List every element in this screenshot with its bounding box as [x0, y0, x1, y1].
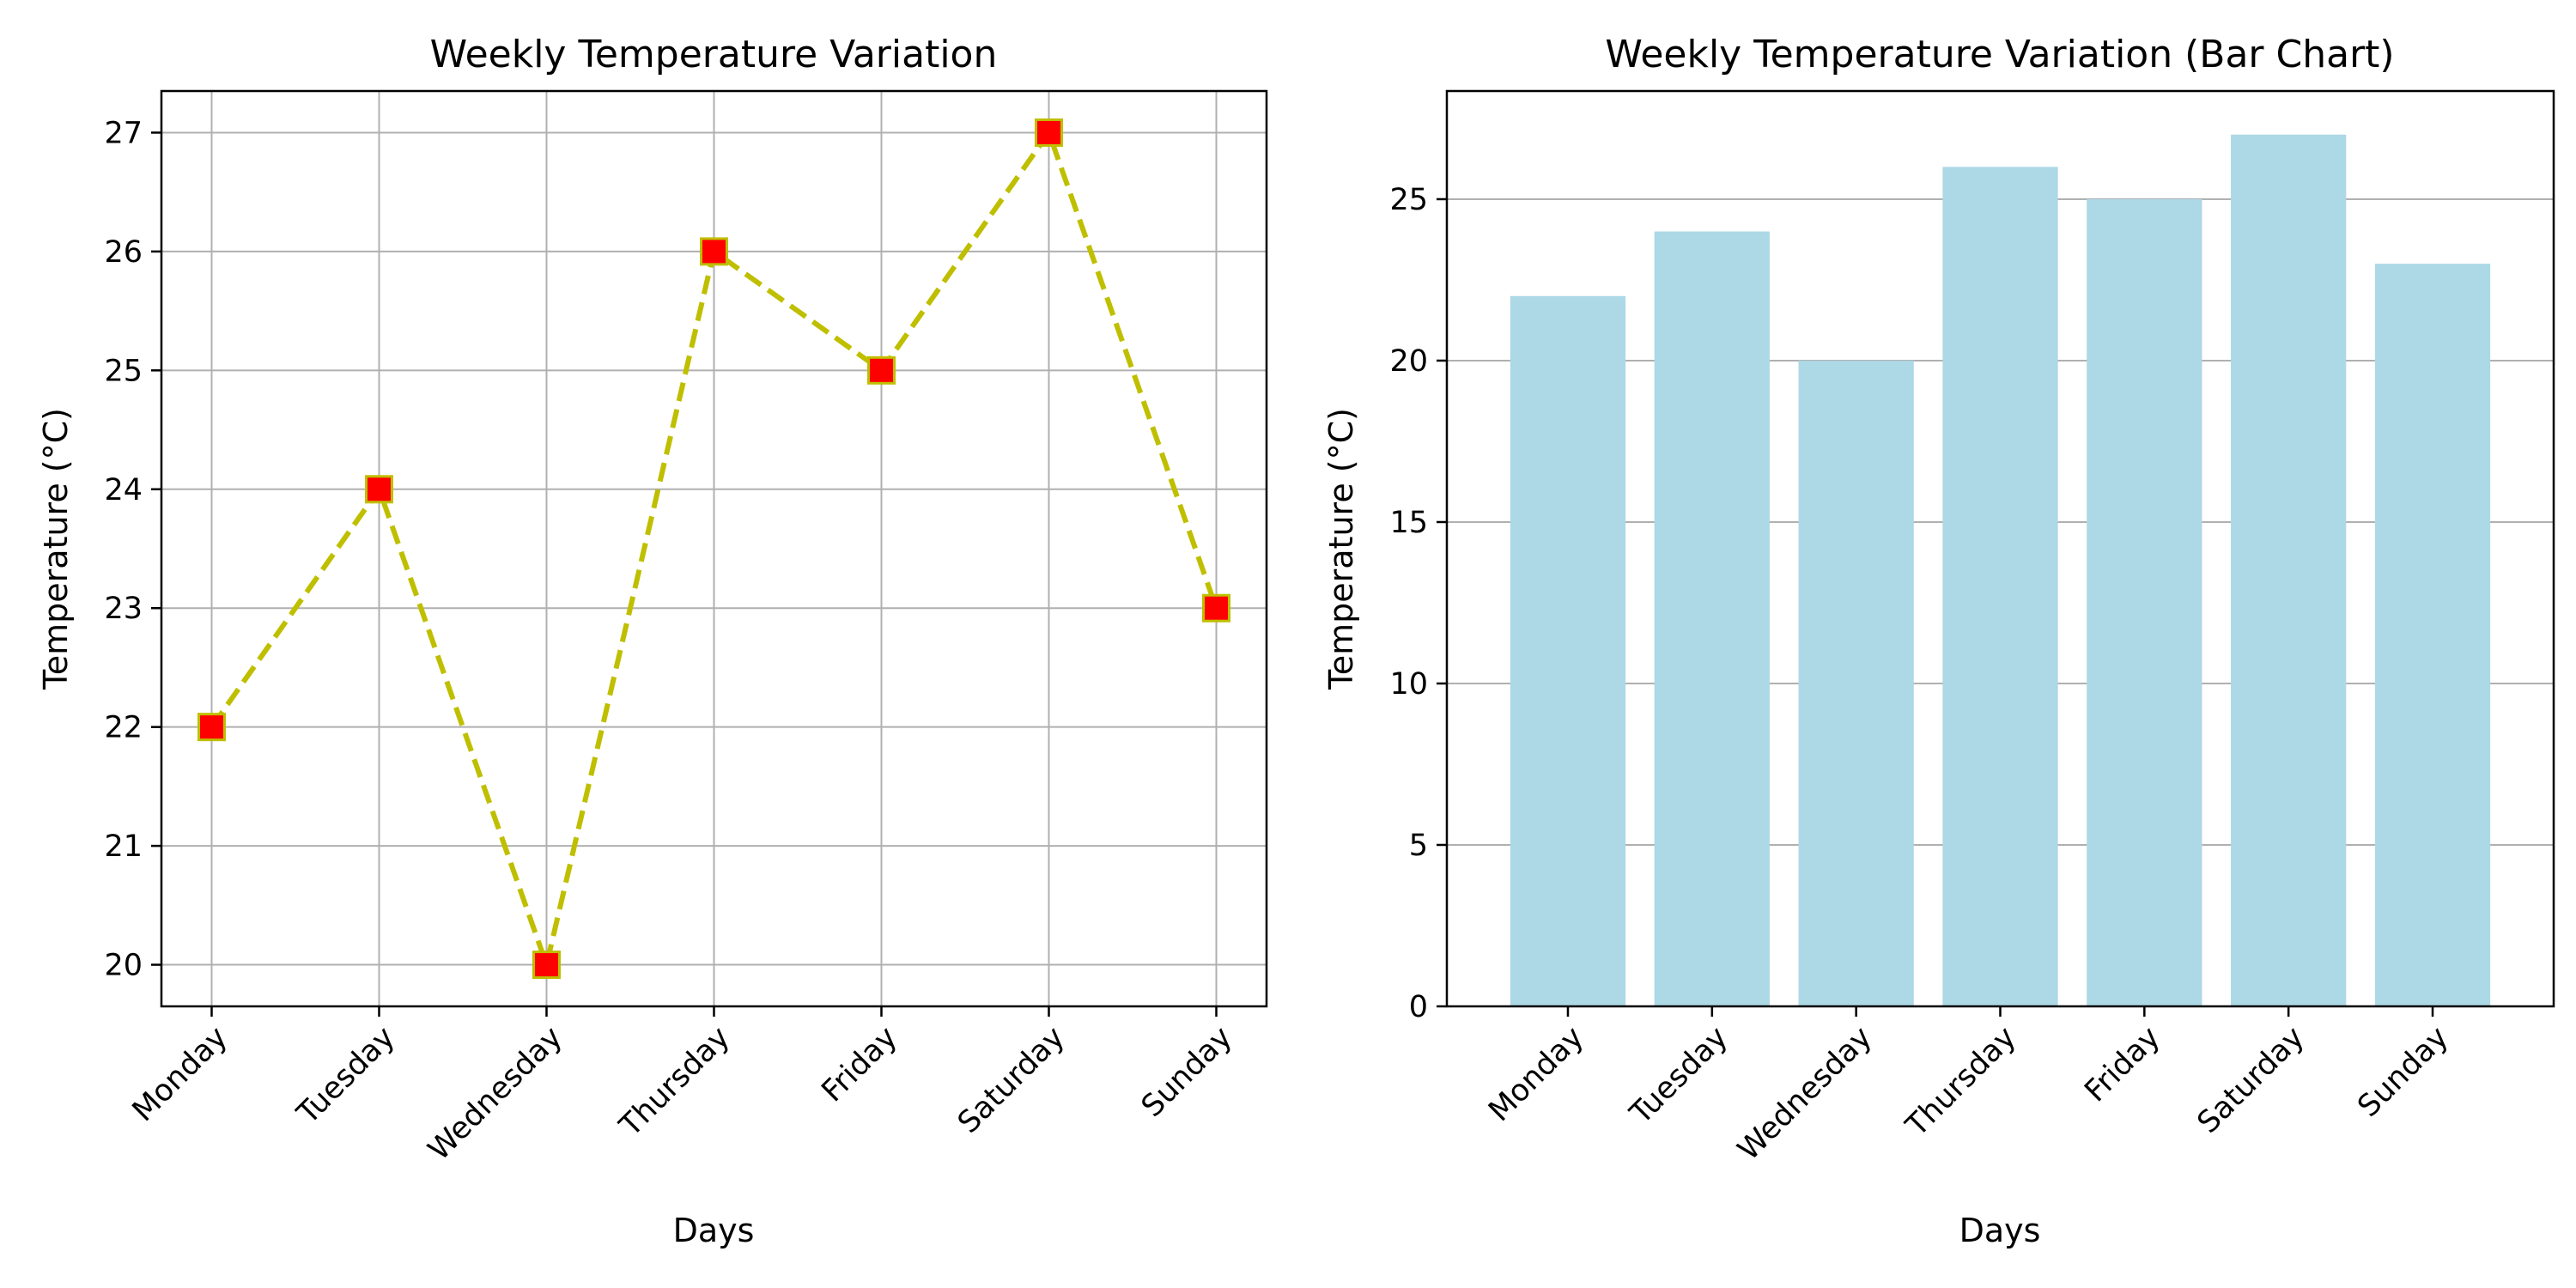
line-chart-x-tick-label-wednesday: Wednesday: [422, 1020, 569, 1168]
bar-saturday: [2231, 134, 2347, 1006]
bar-chart-bars: [1510, 134, 2491, 1007]
bar-sunday: [2374, 264, 2491, 1006]
line-chart-y-tick-label: 22: [104, 711, 143, 745]
line-chart-x-axis-label: Days: [673, 1212, 755, 1249]
bar-friday: [2087, 198, 2202, 1006]
bar-chart-frame: [1445, 89, 2555, 1008]
line-chart-series: [197, 118, 1230, 980]
bar-chart-y-tick-label: 0: [1409, 990, 1428, 1024]
bar-monday: [1510, 295, 1626, 1007]
line-chart-y-tick-label: 26: [104, 235, 143, 270]
line-chart-x-tick-label-sunday: Sunday: [1135, 1020, 1239, 1124]
line-chart-point-monday: [197, 713, 226, 742]
line-chart-x-tick-label-tuesday: Tuesday: [290, 1020, 402, 1132]
line-chart-point-saturday: [1035, 118, 1063, 147]
line-chart-x-tick-label-friday: Friday: [816, 1020, 904, 1109]
bar-chart-x-tick-label-saturday: Saturday: [2191, 1020, 2312, 1140]
bar-chart-y-ticks: 0 5 10 15 20 25: [1389, 183, 1447, 1024]
line-chart-gridlines: [161, 91, 1267, 1006]
bar-chart-y-tick-label: 20: [1389, 344, 1428, 379]
bar-chart-x-tick-label-tuesday: Tuesday: [1623, 1020, 1735, 1132]
line-chart-y-axis-label: Temperature (°C): [37, 408, 75, 690]
line-chart-y-tick-label: 21: [104, 829, 143, 864]
line-chart-frame: [160, 89, 1268, 1008]
bar-chart-x-tick-label-sunday: Sunday: [2351, 1020, 2455, 1124]
bar-wednesday: [1798, 360, 1914, 1006]
bar-chart-y-tick-label: 25: [1389, 183, 1428, 217]
bar-chart-x-tick-label-wednesday: Wednesday: [1731, 1020, 1879, 1168]
bar-chart-x-tick-label-monday: Monday: [1482, 1020, 1590, 1128]
line-chart-y-tick-label: 23: [104, 592, 143, 626]
bar-tuesday: [1654, 231, 1770, 1006]
bar-thursday: [1942, 167, 2058, 1007]
line-chart-point-tuesday: [365, 475, 393, 504]
line-chart-point-friday: [867, 355, 896, 385]
line-chart-y-ticks: 20 21 22 23 24 25 26 27: [104, 116, 161, 983]
line-chart-y-tick-label: 20: [104, 949, 143, 983]
line-chart-y-tick-label: 24: [104, 473, 143, 507]
line-chart-x-tick-label-thursday: Thursday: [613, 1020, 737, 1144]
line-chart-point-sunday: [1202, 593, 1230, 623]
line-chart: 20 21 22 23 24 25 26 27 Monday Tuesday Wednesday T…: [37, 33, 1268, 1249]
line-chart-x-tick-label-monday: Monday: [126, 1020, 234, 1128]
line-chart-title: Weekly Temperature Variation: [430, 33, 998, 76]
line-chart-y-tick-label: 27: [104, 116, 143, 150]
bar-chart-y-axis-label: Temperature (°C): [1322, 408, 1360, 690]
line-chart-x-ticks: Monday Tuesday Wednesday Thursday Friday Satu…: [126, 1006, 1239, 1168]
bar-chart-x-tick-label-friday: Friday: [2078, 1020, 2166, 1109]
bar-chart-x-axis-label: Days: [1959, 1212, 2041, 1249]
line-chart-x-tick-label-saturday: Saturday: [951, 1020, 1072, 1140]
line-chart-point-thursday: [700, 237, 728, 266]
bar-chart-x-tick-label-thursday: Thursday: [1899, 1020, 2023, 1144]
line-chart-y-tick-label: 25: [104, 354, 143, 388]
bar-chart-y-tick-label: 10: [1389, 667, 1428, 702]
bar-chart-title: Weekly Temperature Variation (Bar Chart): [1605, 33, 2394, 76]
bar-chart-y-tick-label: 5: [1409, 829, 1428, 863]
bar-chart-y-tick-label: 15: [1389, 506, 1428, 540]
line-chart-point-wednesday: [532, 951, 561, 980]
